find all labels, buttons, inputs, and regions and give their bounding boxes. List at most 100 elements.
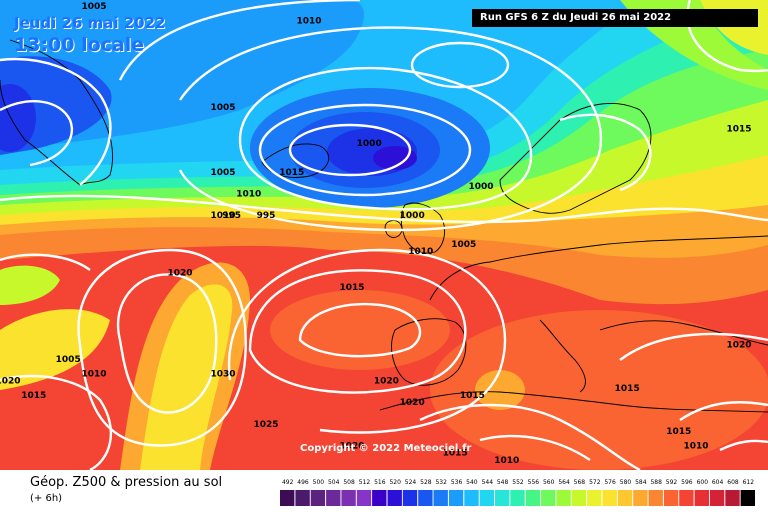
legend-swatch — [402, 490, 418, 506]
legend-label: 552 — [512, 479, 524, 486]
coast-balkans — [599, 320, 768, 346]
isobar-label: 1010 — [683, 441, 708, 451]
isobar-label: 1020 — [400, 398, 425, 408]
isobar-label: 1015 — [21, 391, 46, 401]
isobar-1015-mid — [0, 194, 768, 224]
isobar-label: 1010 — [494, 456, 519, 466]
isobar-label: 1015 — [443, 449, 468, 459]
legend-swatch — [663, 490, 679, 506]
legend-swatch — [571, 490, 587, 506]
isobar-1005 — [238, 66, 533, 211]
legend-label: 580 — [620, 479, 632, 486]
footer-title: Géop. Z500 & pression au sol — [30, 475, 223, 490]
isobar-label: 1005 — [56, 355, 81, 365]
legend-swatch — [433, 490, 448, 506]
legend-label: 544 — [482, 479, 494, 486]
legend-swatch — [556, 490, 571, 506]
legend-swatch — [495, 490, 510, 506]
legend-swatch — [448, 490, 464, 506]
legend-label: 492 — [282, 479, 294, 486]
isobar-label: 1005 — [81, 2, 106, 12]
isobar-label: 1010 — [296, 17, 321, 27]
legend-swatch — [633, 490, 648, 506]
isobar-label: 1010 — [210, 211, 235, 221]
legend-swatch — [510, 490, 525, 506]
isobar-1000-n — [410, 41, 510, 89]
legend-label: 564 — [558, 479, 570, 486]
isobar-1025-ridge — [77, 248, 247, 447]
legend-label: 556 — [528, 479, 540, 486]
isobar-label: 1000 — [400, 211, 425, 221]
legend-label: 516 — [374, 479, 386, 486]
legend-label: 588 — [650, 479, 662, 486]
isobar-1010-se — [719, 439, 768, 452]
legend-swatch — [295, 490, 310, 506]
legend-label: 560 — [543, 479, 555, 486]
legend-label: 528 — [420, 479, 432, 486]
coast-ireland — [384, 219, 403, 238]
legend-label: 612 — [743, 479, 755, 486]
isobar-labels: 1020 1005 1005 1010 1005 1015 1010 1010 1000 995 9… — [0, 2, 752, 466]
legend-label: 540 — [466, 479, 478, 486]
isobar-label: 995 — [257, 211, 276, 221]
isobar-1000-scan — [559, 113, 652, 192]
isobar-label: 1015 — [279, 168, 304, 178]
legend-swatch — [280, 490, 295, 506]
legend-swatch — [341, 490, 356, 506]
legend-swatch — [479, 490, 494, 506]
legend-label: 536 — [451, 479, 463, 486]
isobar-label: 1015 — [726, 125, 751, 135]
legend-label: 576 — [604, 479, 616, 486]
legend-label: 524 — [405, 479, 417, 486]
legend-label: 584 — [635, 479, 647, 486]
isobar-1020-ridge — [117, 273, 218, 414]
legend-swatch — [694, 490, 709, 506]
isobar-1020 — [227, 248, 507, 434]
isobar-1015-med — [419, 403, 641, 470]
isobar-label: 1020 — [339, 441, 364, 451]
legend-swatch — [617, 490, 633, 506]
isobar-1025 — [248, 269, 467, 394]
footer-subtitle: (+ 6h) — [30, 493, 63, 504]
legend-swatch — [525, 490, 541, 506]
legend-swatch — [326, 490, 341, 506]
legend-swatch — [725, 490, 740, 506]
isobar-label: 1020 — [167, 269, 192, 279]
isobar-label: 1005 — [210, 103, 235, 113]
forecast-time: 13:00 locale — [14, 34, 145, 56]
legend-label: 504 — [328, 479, 340, 486]
legend-label: 508 — [343, 479, 355, 486]
isobar-1000 — [258, 103, 472, 197]
legend-swatch — [310, 490, 326, 506]
isobar-label: 1020 — [0, 377, 21, 387]
legend-swatch — [740, 490, 755, 506]
legend-label: 572 — [589, 479, 601, 486]
isobar-995 — [288, 123, 412, 177]
w-lime — [0, 265, 60, 305]
isobar-label: 1005 — [210, 168, 235, 178]
isobar-label: 995 — [222, 211, 241, 221]
isobar-1025-sw — [0, 374, 113, 470]
legend-label: 568 — [574, 479, 586, 486]
legend-label: 500 — [313, 479, 325, 486]
legend-label: 608 — [727, 479, 739, 486]
legend-label: 532 — [435, 479, 447, 486]
coast-africa — [379, 391, 768, 413]
forecast-date: Jeudi 26 mai 2022 — [14, 14, 166, 32]
forecast-map: 1020 1005 1005 1010 1005 1015 1010 1010 1000 995 9… — [0, 0, 768, 470]
legend-swatch — [464, 490, 479, 506]
warm-se — [430, 310, 768, 470]
isobar-label: 1015 — [615, 384, 640, 394]
legend-swatch — [387, 490, 402, 506]
coast-italy — [539, 319, 586, 393]
color-legend: 492 496 500 504 508 512 516 520 524 528 532 536 540 5… — [280, 479, 755, 506]
legend-swatch — [372, 490, 387, 506]
isobar-1010-w — [0, 57, 112, 186]
isobar-label: 1000 — [468, 182, 493, 192]
isobar-label: 1010 — [408, 247, 433, 257]
legend-label: 600 — [697, 479, 709, 486]
coast-europe — [429, 235, 768, 301]
legend-swatch — [602, 490, 617, 506]
run-info-bar: Run GFS 6 Z du Jeudi 26 mai 2022 — [472, 9, 758, 27]
